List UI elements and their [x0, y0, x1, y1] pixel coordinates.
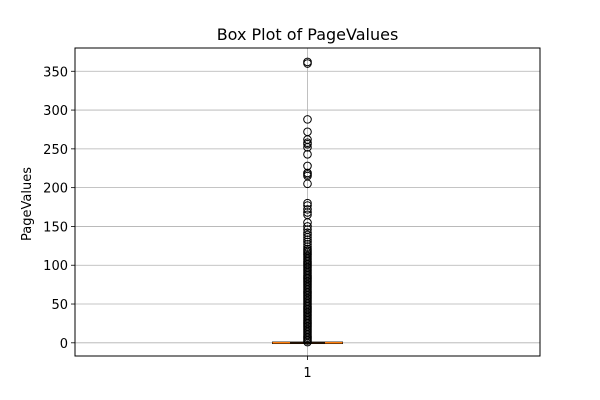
y-tick-label: 350 — [43, 65, 68, 80]
outlier-point — [303, 230, 312, 240]
y-tick-label: 150 — [43, 220, 68, 235]
y-tick-label: 200 — [43, 182, 68, 197]
y-tick-label: 300 — [43, 104, 68, 119]
outlier-point — [303, 242, 312, 251]
outlier-point — [303, 337, 312, 347]
outlier-point — [303, 205, 312, 214]
outlier-point — [303, 201, 312, 210]
outlier-point — [303, 237, 312, 247]
outlier-point — [303, 139, 312, 149]
outlier-point — [303, 59, 312, 68]
outlier-point — [303, 232, 312, 242]
fliers-group — [303, 57, 312, 347]
y-tick-label: 250 — [43, 143, 68, 158]
chart-title: Box Plot of PageValues — [217, 25, 399, 44]
y-tick-label: 0 — [60, 337, 68, 352]
outlier-point — [303, 198, 312, 208]
outlier-point — [303, 161, 312, 171]
outlier-point — [303, 179, 312, 189]
x-axis: 1 — [303, 356, 312, 381]
outlier-point — [303, 235, 312, 244]
y-tick-label: 100 — [43, 259, 68, 274]
y-tick-label: 50 — [51, 298, 68, 313]
y-axis-label: PageValues — [20, 167, 35, 241]
outlier-point — [303, 218, 312, 227]
outlier-point — [303, 228, 312, 237]
y-axis: 0 50 100 150 200 250 300 350 — [43, 65, 75, 352]
outlier-point — [303, 222, 312, 231]
plot-frame — [74, 47, 541, 357]
x-tick-label: 1 — [303, 366, 311, 381]
outlier-point — [303, 208, 312, 217]
outlier-point — [303, 115, 312, 124]
outlier-point — [303, 149, 312, 159]
outlier-point — [303, 143, 312, 152]
